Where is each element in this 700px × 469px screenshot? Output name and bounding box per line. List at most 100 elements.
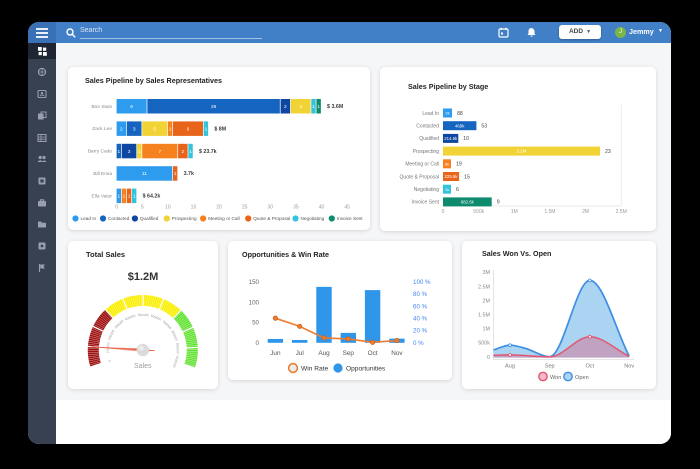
svg-text:6: 6 bbox=[456, 187, 459, 193]
svg-text:Negotiating: Negotiating bbox=[301, 216, 325, 221]
svg-text:Bill Emia: Bill Emia bbox=[93, 171, 112, 177]
svg-text:5: 5 bbox=[153, 126, 156, 132]
svg-text:214.6k: 214.6k bbox=[444, 136, 458, 141]
svg-text:2.5M: 2.5M bbox=[616, 209, 627, 215]
svg-text:Oct: Oct bbox=[368, 350, 378, 357]
svg-text:1.5M: 1.5M bbox=[544, 209, 555, 215]
svg-text:1000000: 1000000 bbox=[172, 355, 180, 369]
svg-text:1: 1 bbox=[317, 104, 320, 110]
svg-text:Negotiating: Negotiating bbox=[414, 187, 440, 193]
svg-text:7: 7 bbox=[158, 149, 161, 155]
svg-text:0: 0 bbox=[107, 359, 111, 362]
svg-text:6: 6 bbox=[130, 104, 133, 110]
svg-text:26: 26 bbox=[211, 104, 217, 110]
svg-text:9: 9 bbox=[497, 200, 500, 206]
svg-text:60 %: 60 % bbox=[413, 303, 428, 310]
svg-text:1M: 1M bbox=[483, 327, 491, 333]
svg-text:0: 0 bbox=[256, 340, 260, 347]
svg-text:0: 0 bbox=[487, 355, 490, 361]
svg-text:8k: 8k bbox=[445, 161, 449, 166]
svg-text:Opportunities: Opportunities bbox=[346, 365, 386, 372]
svg-text:Ella Vator: Ella Vator bbox=[92, 193, 113, 199]
svg-text:Quote & Proposal: Quote & Proposal bbox=[400, 174, 439, 180]
svg-text:2: 2 bbox=[284, 104, 287, 110]
svg-text:Jul: Jul bbox=[296, 350, 304, 357]
svg-text:1k: 1k bbox=[445, 187, 449, 192]
svg-text:0 %: 0 % bbox=[413, 340, 424, 347]
svg-text:Nov: Nov bbox=[391, 350, 403, 357]
svg-text:40: 40 bbox=[319, 205, 325, 211]
svg-text:11: 11 bbox=[142, 171, 147, 177]
svg-text:$ 3.6M: $ 3.6M bbox=[327, 104, 344, 110]
svg-text:Aug: Aug bbox=[505, 364, 515, 370]
svg-text:Bon Stais: Bon Stais bbox=[91, 104, 112, 110]
svg-text:Win Rate: Win Rate bbox=[301, 365, 328, 372]
svg-text:Sales: Sales bbox=[134, 363, 152, 370]
svg-text:19: 19 bbox=[456, 162, 462, 168]
svg-text:Sep: Sep bbox=[343, 350, 355, 357]
svg-text:25: 25 bbox=[242, 205, 248, 211]
svg-text:600000: 600000 bbox=[150, 314, 162, 322]
svg-text:4: 4 bbox=[299, 104, 302, 110]
svg-text:100 %: 100 % bbox=[413, 279, 431, 286]
svg-text:2: 2 bbox=[120, 126, 123, 132]
svg-text:88: 88 bbox=[457, 111, 463, 117]
svg-text:10: 10 bbox=[165, 205, 171, 211]
svg-text:682.6k: 682.6k bbox=[461, 200, 475, 205]
svg-text:0: 0 bbox=[442, 209, 445, 215]
svg-text:3.7k: 3.7k bbox=[184, 171, 194, 177]
svg-text:30: 30 bbox=[268, 205, 274, 211]
svg-text:Barry Cade: Barry Cade bbox=[88, 149, 113, 155]
svg-text:50: 50 bbox=[252, 320, 259, 327]
svg-text:Prospecting: Prospecting bbox=[172, 216, 197, 221]
svg-text:Jun: Jun bbox=[270, 350, 281, 357]
svg-text:Zack Lee: Zack Lee bbox=[92, 126, 112, 132]
svg-text:1: 1 bbox=[133, 194, 136, 200]
svg-text:900000: 900000 bbox=[175, 343, 180, 354]
svg-text:15: 15 bbox=[191, 205, 197, 211]
svg-text:$ 23.7k: $ 23.7k bbox=[199, 149, 217, 155]
svg-text:Prospecting: Prospecting bbox=[413, 149, 440, 155]
svg-text:35: 35 bbox=[293, 205, 299, 211]
svg-text:1: 1 bbox=[189, 149, 192, 155]
svg-text:1: 1 bbox=[123, 194, 126, 200]
svg-text:Contacted: Contacted bbox=[108, 216, 130, 221]
svg-text:1: 1 bbox=[169, 126, 172, 132]
svg-text:Lead In: Lead In bbox=[422, 111, 439, 117]
svg-text:Nov: Nov bbox=[624, 364, 634, 370]
svg-text:2.5M: 2.5M bbox=[478, 284, 490, 290]
svg-text:Qualified: Qualified bbox=[419, 136, 439, 142]
svg-text:1: 1 bbox=[174, 171, 177, 177]
svg-text:20: 20 bbox=[216, 205, 222, 211]
svg-text:400000: 400000 bbox=[124, 314, 136, 322]
svg-text:1M: 1M bbox=[511, 209, 518, 215]
svg-text:23: 23 bbox=[605, 149, 611, 155]
svg-text:Contacted: Contacted bbox=[416, 124, 439, 130]
svg-text:80 %: 80 % bbox=[413, 291, 428, 298]
svg-text:225.9k: 225.9k bbox=[445, 174, 459, 179]
svg-text:Lead In: Lead In bbox=[81, 216, 97, 221]
svg-text:0: 0 bbox=[115, 205, 118, 211]
svg-text:Invoice Sent: Invoice Sent bbox=[337, 216, 363, 221]
svg-text:1: 1 bbox=[128, 194, 131, 200]
svg-text:1: 1 bbox=[205, 126, 208, 132]
svg-text:Meeting or Call: Meeting or Call bbox=[405, 162, 439, 168]
svg-text:150: 150 bbox=[249, 279, 260, 286]
svg-text:53: 53 bbox=[481, 124, 487, 130]
svg-text:1: 1 bbox=[312, 104, 315, 110]
svg-text:500k: 500k bbox=[473, 209, 484, 215]
svg-text:2M: 2M bbox=[483, 298, 491, 304]
svg-text:15: 15 bbox=[464, 174, 470, 180]
svg-text:3M: 3M bbox=[483, 270, 491, 276]
svg-text:$ 64.2k: $ 64.2k bbox=[143, 194, 161, 200]
svg-text:2.2M: 2.2M bbox=[517, 149, 527, 154]
svg-text:1: 1 bbox=[117, 149, 120, 155]
svg-text:Aug: Aug bbox=[318, 350, 330, 357]
svg-text:200000: 200000 bbox=[107, 329, 115, 341]
svg-text:45: 45 bbox=[344, 205, 350, 211]
svg-text:Meeting or Call: Meeting or Call bbox=[208, 216, 240, 221]
svg-text:1: 1 bbox=[117, 194, 120, 200]
svg-text:$ 8M: $ 8M bbox=[214, 126, 226, 132]
svg-text:20 %: 20 % bbox=[413, 328, 428, 335]
svg-text:Oct: Oct bbox=[585, 364, 594, 370]
